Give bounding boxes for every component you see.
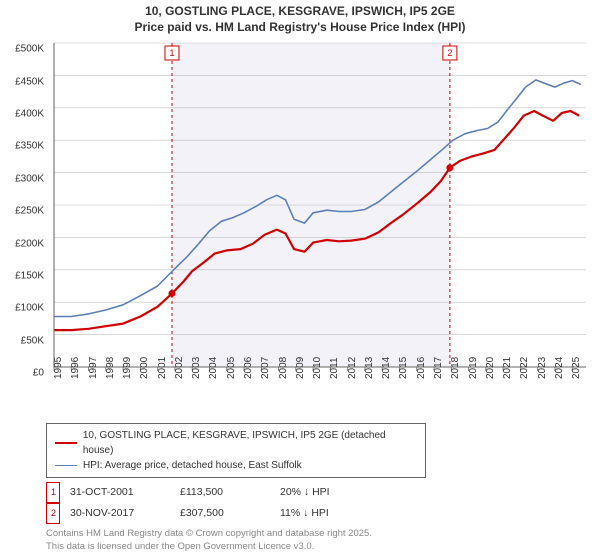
footer-line: Contains HM Land Registry data © Crown c…: [46, 528, 590, 540]
marker-badge: 2: [46, 503, 60, 524]
marker-delta: 20% ↓ HPI: [280, 483, 370, 503]
x-axis-tick-label: 2015: [398, 357, 409, 379]
y-axis-tick-label: £100K: [15, 303, 44, 314]
x-axis-tick-label: 2021: [502, 357, 513, 379]
marker-price: £307,500: [180, 504, 270, 524]
x-axis-tick-label: 2017: [433, 357, 444, 379]
x-axis-tick-label: 2010: [312, 357, 323, 379]
y-axis-tick-label: £450K: [15, 76, 44, 87]
y-axis-tick-label: £50K: [21, 335, 44, 346]
marker-date: 30-NOV-2017: [70, 504, 170, 524]
x-axis-tick-label: 2001: [157, 357, 168, 379]
x-axis-tick-label: 2002: [174, 357, 185, 379]
chart-area: 1 2 £0 £50K £100K £150K £200K £250K £300K £350K £…: [10, 37, 590, 417]
x-axis-tick-label: 1997: [88, 357, 99, 379]
footer-line: This data is licensed under the Open Gov…: [46, 541, 590, 553]
y-axis-tick-label: £0: [33, 368, 44, 379]
x-axis-tick-label: 2003: [191, 357, 202, 379]
y-axis-tick-label: £200K: [15, 238, 44, 249]
marker-price: £113,500: [180, 483, 270, 503]
sales-marker-row: 1 31-OCT-2001 £113,500 20% ↓ HPI: [46, 482, 590, 503]
y-axis-tick-label: £500K: [15, 44, 44, 55]
x-axis-tick-label: 2012: [347, 357, 358, 379]
sales-marker-table: 1 31-OCT-2001 £113,500 20% ↓ HPI 2 30-NO…: [46, 482, 590, 524]
x-axis-tick-label: 1995: [53, 357, 64, 379]
x-axis-tick-label: 2000: [139, 357, 150, 379]
x-axis-tick-label: 2025: [571, 357, 582, 379]
x-axis-tick-label: 2018: [450, 357, 461, 379]
footer-attribution: Contains HM Land Registry data © Crown c…: [46, 528, 590, 553]
x-axis-tick-label: 2006: [243, 357, 254, 379]
legend-swatch-price-paid: [55, 442, 77, 444]
y-axis-tick-label: £400K: [15, 108, 44, 119]
legend-item-hpi: HPI: Average price, detached house, East…: [55, 458, 417, 473]
x-axis-tick-label: 1998: [105, 357, 116, 379]
x-axis-tick-label: 2020: [485, 357, 496, 379]
x-axis-tick-label: 2013: [364, 357, 375, 379]
marker-delta: 11% ↓ HPI: [280, 504, 370, 524]
x-axis-tick-label: 2004: [208, 357, 219, 379]
x-axis-tick-label: 2019: [468, 357, 479, 379]
legend: 10, GOSTLING PLACE, KESGRAVE, IPSWICH, I…: [46, 423, 426, 478]
y-axis-tick-label: £250K: [15, 206, 44, 217]
x-axis-tick-label: 2007: [260, 357, 271, 379]
x-axis-tick-label: 2009: [295, 357, 306, 379]
y-axis-tick-label: £350K: [15, 141, 44, 152]
title-line-1: 10, GOSTLING PLACE, KESGRAVE, IPSWICH, I…: [0, 4, 600, 20]
y-axis-tick-label: £300K: [15, 173, 44, 184]
x-axis-tick-label: 2014: [381, 357, 392, 379]
chart-title-block: 10, GOSTLING PLACE, KESGRAVE, IPSWICH, I…: [0, 0, 600, 37]
x-axis-tick-label: 2011: [329, 358, 340, 380]
x-axis-tick-label: 2016: [416, 357, 427, 379]
x-axis-tick-label: 2008: [278, 357, 289, 379]
x-axis-tick-label: 1996: [70, 357, 81, 379]
title-line-2: Price paid vs. HM Land Registry's House …: [0, 20, 600, 36]
y-axis-tick-label: £150K: [15, 270, 44, 281]
legend-label: HPI: Average price, detached house, East…: [83, 458, 302, 473]
marker-badge: 1: [46, 482, 60, 503]
x-axis-tick-label: 2023: [537, 357, 548, 379]
x-axis-tick-label: 2022: [519, 357, 530, 379]
marker-date: 31-OCT-2001: [70, 483, 170, 503]
x-axis-tick-label: 1999: [122, 357, 133, 379]
x-axis-tick-label: 2005: [226, 357, 237, 379]
legend-label: 10, GOSTLING PLACE, KESGRAVE, IPSWICH, I…: [83, 428, 417, 458]
sales-marker-row: 2 30-NOV-2017 £307,500 11% ↓ HPI: [46, 503, 590, 524]
x-axis-tick-label: 2024: [554, 357, 565, 379]
svg-text:2: 2: [447, 48, 452, 58]
legend-item-price-paid: 10, GOSTLING PLACE, KESGRAVE, IPSWICH, I…: [55, 428, 417, 458]
svg-text:1: 1: [169, 48, 174, 58]
legend-swatch-hpi: [55, 465, 77, 466]
